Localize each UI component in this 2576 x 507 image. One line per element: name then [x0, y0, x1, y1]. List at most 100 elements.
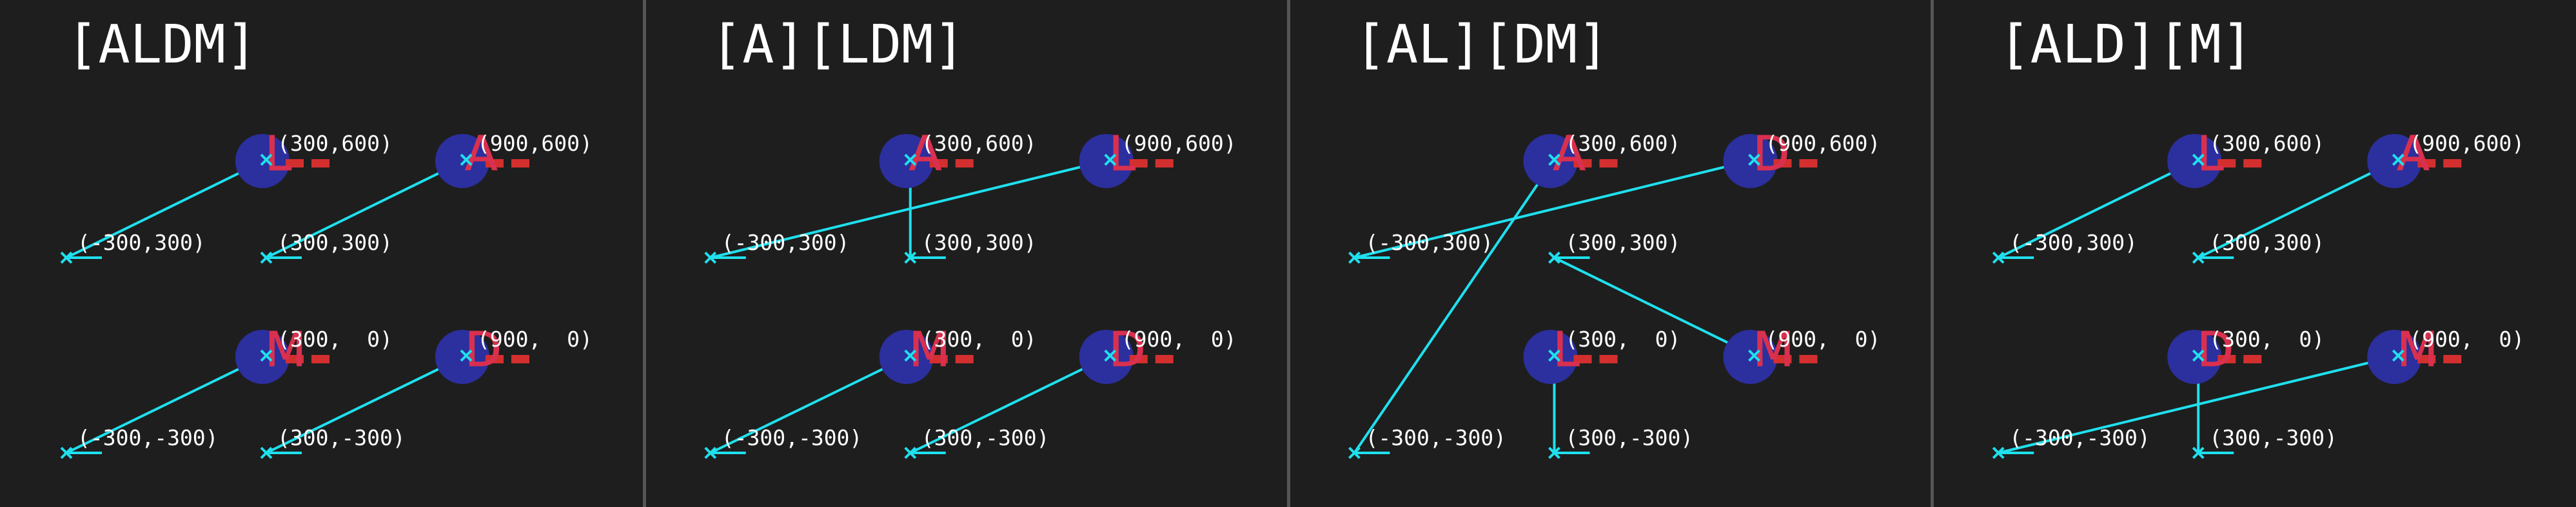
- node-label: (900,600): [1121, 131, 1237, 156]
- node-dash: [1155, 159, 1174, 167]
- node-anchor-icon: [904, 349, 917, 362]
- node: A(300,600): [879, 126, 1037, 188]
- point-label: (300,-300): [921, 425, 1050, 450]
- panel: [AL][DM] (-300,300) (300,300) (-300,-300) (3…: [1348, 14, 1881, 459]
- source-point: (-300,-300): [60, 425, 219, 459]
- node-dash: [311, 159, 329, 167]
- point-marker-icon: [704, 251, 717, 264]
- node-dash: [1129, 159, 1148, 167]
- node-dash: [286, 159, 304, 167]
- node-circle: [2367, 330, 2422, 384]
- node: M(300, 0): [235, 322, 393, 384]
- node-dash: [1573, 355, 1592, 363]
- panel-title: [ALDM]: [66, 14, 257, 75]
- source-point: (300,-300): [1548, 425, 1694, 459]
- node-dash: [2243, 159, 2262, 167]
- link-line: [909, 354, 1111, 454]
- node-dash: [2243, 355, 2262, 363]
- node-dash: [1599, 355, 1618, 363]
- node-circle: [1523, 330, 1578, 384]
- node-anchor-icon: [2192, 153, 2205, 166]
- link-line: [66, 354, 267, 454]
- node-dash: [2217, 355, 2236, 363]
- node: M(900, 0): [2367, 322, 2524, 384]
- source-point: (300,-300): [260, 425, 406, 459]
- node-dash: [1573, 159, 1592, 167]
- node-anchor-icon: [2192, 349, 2205, 362]
- node-label: (300, 0): [1566, 327, 1681, 352]
- node-letter: L: [1109, 126, 1136, 182]
- point-label: (300,-300): [2209, 425, 2337, 450]
- node-dash: [929, 355, 948, 363]
- point-label: (-300,-300): [2009, 425, 2150, 450]
- node-anchor-icon: [260, 349, 273, 362]
- node-dash: [2443, 355, 2462, 363]
- node-label: (300, 0): [921, 327, 1037, 352]
- node-circle: [235, 134, 290, 188]
- node-dash: [2443, 159, 2462, 167]
- node-anchor-icon: [1748, 349, 1760, 362]
- point-label: (-300,300): [77, 230, 206, 255]
- node-circle: [2367, 134, 2422, 188]
- node-letter: D: [2197, 322, 2234, 378]
- point-marker-icon: [1548, 446, 1560, 459]
- point-marker-icon: [260, 446, 273, 459]
- node-circle: [1079, 134, 1134, 188]
- node-circle: [1079, 330, 1134, 384]
- source-point: (-300,300): [1992, 230, 2138, 264]
- panel: [ALD][M] (-300,300) (300,300) (-300,-300) (3…: [1992, 14, 2524, 459]
- node-dash: [1129, 355, 1148, 363]
- node-anchor-icon: [1548, 349, 1560, 362]
- node-label: (900, 0): [1121, 327, 1237, 352]
- source-point: (-300,-300): [1992, 425, 2150, 459]
- node-dash: [1799, 355, 1818, 363]
- node-dash: [2417, 355, 2436, 363]
- node-label: (300,600): [1566, 131, 1681, 156]
- panel-divider: [643, 0, 646, 507]
- source-point: (-300,300): [704, 230, 850, 264]
- point-marker-icon: [904, 446, 917, 459]
- node-letter: L: [265, 126, 291, 182]
- link-line: [1353, 158, 1556, 454]
- node: A(300,600): [1523, 126, 1681, 188]
- point-label: (300,300): [2209, 230, 2325, 255]
- node-anchor-icon: [460, 153, 473, 166]
- node-letter: M: [2397, 322, 2438, 378]
- point-label: (300,-300): [1566, 425, 1694, 450]
- node-anchor-icon: [1748, 153, 1760, 166]
- point-marker-icon: [2192, 251, 2205, 264]
- node: D(300, 0): [2167, 322, 2325, 384]
- node-letter: M: [265, 322, 306, 378]
- node-anchor-icon: [2392, 349, 2404, 362]
- point-label: (300,300): [277, 230, 393, 255]
- node: L(300, 0): [1523, 322, 1681, 384]
- point-label: (-300,300): [722, 230, 850, 255]
- link-line: [1553, 256, 1755, 357]
- node-dash: [1799, 159, 1818, 167]
- point-marker-icon: [904, 251, 917, 264]
- source-point: (300,-300): [2192, 425, 2337, 459]
- panel-divider: [1287, 0, 1290, 507]
- panel-title: [A][LDM]: [711, 14, 965, 75]
- node-dash: [286, 355, 304, 363]
- panel: [A][LDM] (-300,300) (300,300) (-300,-300) (3…: [704, 14, 1237, 459]
- node-label: (900, 0): [1765, 327, 1881, 352]
- point-marker-icon: [1348, 446, 1361, 459]
- source-point: (300,300): [260, 230, 393, 264]
- node-letter: D: [1753, 126, 1790, 182]
- node-letter: A: [1553, 126, 1586, 182]
- link-line: [66, 158, 267, 259]
- node: M(900, 0): [1723, 322, 1881, 384]
- point-marker-icon: [1992, 446, 2005, 459]
- node: A(900,600): [2367, 126, 2524, 188]
- point-label: (300,300): [921, 230, 1037, 255]
- node-anchor-icon: [460, 349, 473, 362]
- node-anchor-icon: [2392, 153, 2404, 166]
- link-line: [266, 354, 467, 454]
- node-anchor-icon: [904, 153, 917, 166]
- panel-title: [ALD][M]: [1998, 14, 2253, 75]
- node-letter: L: [2197, 126, 2223, 182]
- panel-divider: [1931, 0, 1934, 507]
- source-point: (300,-300): [904, 425, 1050, 459]
